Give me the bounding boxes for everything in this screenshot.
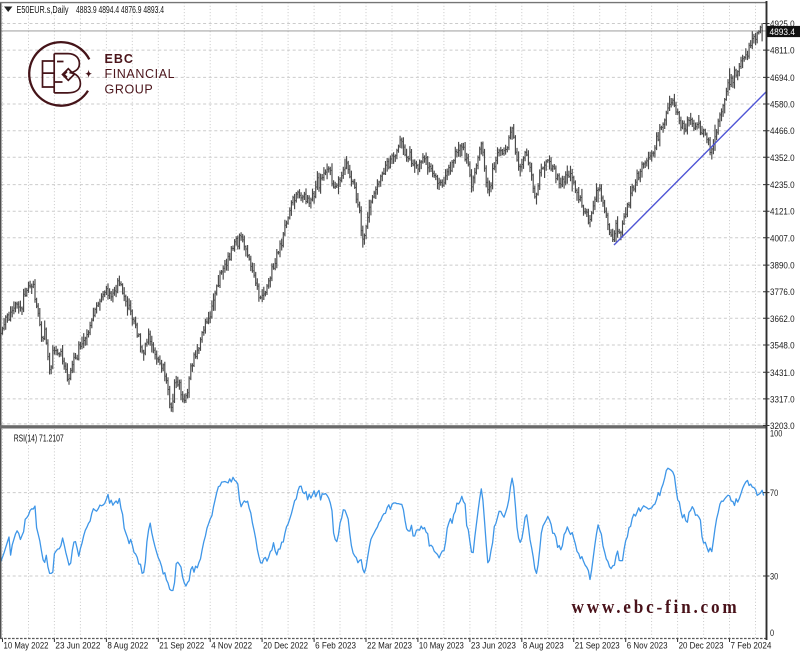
svg-text:3317.0: 3317.0 [770,394,795,405]
svg-text:20 Dec 2022: 20 Dec 2022 [263,641,308,651]
svg-text:23 Jun 2023: 23 Jun 2023 [471,641,516,651]
svg-text:3776.0: 3776.0 [770,287,795,298]
svg-text:10 May 2023: 10 May 2023 [419,641,464,651]
svg-text:4893.4: 4893.4 [770,27,796,38]
svg-text:4580.0: 4580.0 [770,100,795,111]
svg-text:100: 100 [770,429,782,440]
svg-text:7 Feb 2024: 7 Feb 2024 [731,641,772,651]
svg-text:3662.0: 3662.0 [770,314,795,325]
svg-text:RSI(14) 71.2107: RSI(14) 71.2107 [14,434,64,445]
svg-text:8 Aug 2022: 8 Aug 2022 [107,641,148,651]
svg-text:4235.0: 4235.0 [770,180,795,191]
svg-text:GROUP: GROUP [105,83,154,97]
svg-text:21 Sep 2023: 21 Sep 2023 [575,641,620,651]
svg-text:3890.0: 3890.0 [770,261,795,272]
svg-text:4883.9 4894.4 4876.9 4893.4: 4883.9 4894.4 4876.9 4893.4 [76,5,164,16]
svg-text:4 Nov 2022: 4 Nov 2022 [211,641,252,651]
svg-text:70: 70 [770,488,778,499]
svg-text:4925.0: 4925.0 [770,19,795,30]
svg-text:E50EUR.s,Daily: E50EUR.s,Daily [17,5,69,16]
svg-text:4121.0: 4121.0 [770,207,795,218]
svg-text:www.ebc-fin.com: www.ebc-fin.com [572,598,740,618]
svg-text:30: 30 [770,572,778,583]
svg-text:4352.0: 4352.0 [770,153,795,164]
svg-text:4466.0: 4466.0 [770,126,795,137]
svg-text:22 Mar 2023: 22 Mar 2023 [367,641,412,651]
svg-text:0: 0 [770,628,774,639]
svg-text:3203.0: 3203.0 [770,421,795,432]
svg-text:3431.0: 3431.0 [770,368,795,379]
svg-text:6 Nov 2023: 6 Nov 2023 [627,641,668,651]
svg-text:FINANCIAL: FINANCIAL [105,67,176,81]
svg-text:6 Feb 2023: 6 Feb 2023 [315,641,356,651]
svg-text:4694.0: 4694.0 [770,73,795,84]
svg-text:4811.0: 4811.0 [770,46,795,57]
svg-text:3548.0: 3548.0 [770,341,795,352]
svg-text:23 Jun 2022: 23 Jun 2022 [55,641,100,651]
svg-text:20 Dec 2023: 20 Dec 2023 [679,641,724,651]
svg-text:4007.0: 4007.0 [770,233,795,244]
svg-text:21 Sep 2022: 21 Sep 2022 [159,641,204,651]
svg-text:8 Aug 2023: 8 Aug 2023 [523,641,564,651]
svg-text:10 May 2022: 10 May 2022 [4,641,49,651]
svg-text:EBC: EBC [105,52,134,66]
